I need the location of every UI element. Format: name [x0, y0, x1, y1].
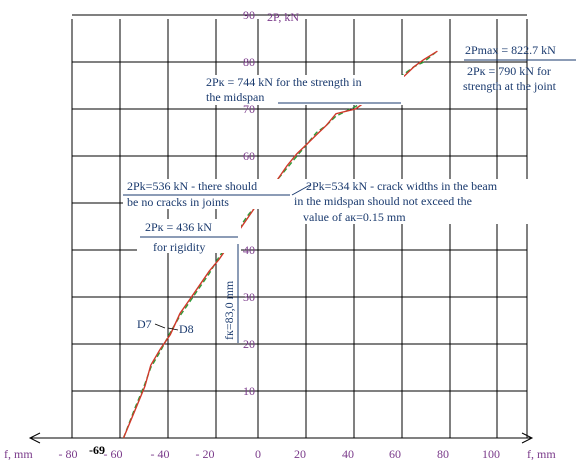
y-tick-label: 80: [243, 55, 255, 69]
x-tick-labels: - 80 - 60 - 40 - 20 0 20 40 60 80 100: [59, 447, 501, 461]
x-tick-label: - 60: [104, 447, 123, 461]
annotation-536: 2Pk=536 kN - there should be no cracks i…: [123, 179, 295, 209]
annotation-pmax-line-3: strength at the joint: [463, 79, 557, 93]
series-label-d7: D7: [137, 317, 152, 331]
annotation-534-bg: [290, 179, 538, 224]
annotation-436: 2Pк = 436 kN for rigidity: [137, 219, 241, 254]
annotation-534-line-2: in the midspan should not exceed the: [294, 194, 472, 208]
axes: [28, 432, 534, 444]
x-tick-label: - 80: [59, 447, 78, 461]
y-axis-label: 2P, kN: [267, 10, 299, 24]
x-tick-label: 20: [294, 447, 306, 461]
y-tick-label: 20: [243, 337, 255, 351]
annotation-pmax-line-1: 2Pmax = 822.7 kN: [465, 43, 556, 57]
y-tick-label: 10: [243, 384, 255, 398]
annotation-pmax: 2Pmax = 822.7 kN 2Pк = 790 kN for streng…: [463, 43, 576, 93]
annotation-436-bg: [137, 219, 241, 253]
annotation-fk: fк=83,0 mm: [222, 244, 239, 343]
x-tick-label: 100: [482, 447, 500, 461]
x-axis-label-left: f, mm: [4, 447, 33, 461]
annotation-536-line-2: be no cracks in joints: [127, 195, 229, 209]
annotation-744: 2Pк = 744 kN for the strength in the mid…: [204, 75, 404, 105]
x-tick-label: - 20: [196, 447, 215, 461]
annotation-436-line-1: 2Pк = 436 kN: [145, 220, 212, 234]
x-tick-label: 60: [389, 447, 401, 461]
annotation-534-line-1: 2Pk=534 kN - crack widths in the beam: [306, 179, 498, 193]
series-label-d8: D8: [179, 322, 194, 336]
x-tick-label: - 40: [151, 447, 170, 461]
annotation-536-line-1: 2Pk=536 kN - there should: [127, 179, 257, 193]
annotation-536-bg: [123, 179, 295, 209]
x-axis-arrow-right: [521, 432, 534, 444]
y-tick-label: 40: [243, 243, 255, 257]
y-tick-label: 70: [243, 102, 255, 116]
annotation-pmax-line-2: 2Pк = 790 kN for: [467, 64, 551, 78]
series-label-d7-leader: [154, 323, 166, 329]
annotation-436-line-2: for rigidity: [153, 240, 205, 254]
annotation-fk-text: fк=83,0 mm: [222, 280, 236, 340]
annotation-744-bg: [204, 75, 404, 105]
y-tick-label: 60: [243, 149, 255, 163]
x-marker-label: -69: [89, 443, 105, 457]
annotation-534: 2Pk=534 kN - crack widths in the beam in…: [290, 179, 538, 224]
y-tick-label: 30: [243, 290, 255, 304]
annotation-744-line-1: 2Pк = 744 kN for the strength in: [206, 75, 362, 89]
series-label-d8-leader: [167, 327, 179, 331]
y-tick-label: 90: [243, 8, 255, 22]
x-axis-arrow-left: [28, 432, 41, 444]
x-tick-label: 0: [255, 447, 261, 461]
annotation-744-line-2: the midspan: [206, 90, 264, 104]
y-tick-labels: 102030405060708090: [243, 8, 255, 398]
annotation-534-line-3: value of aк=0.15 mm: [303, 210, 406, 224]
x-tick-label: 40: [342, 447, 354, 461]
x-axis-label-right: f, mm: [527, 447, 556, 461]
annotation-534-leader: [291, 184, 311, 196]
x-tick-label: 80: [437, 447, 449, 461]
